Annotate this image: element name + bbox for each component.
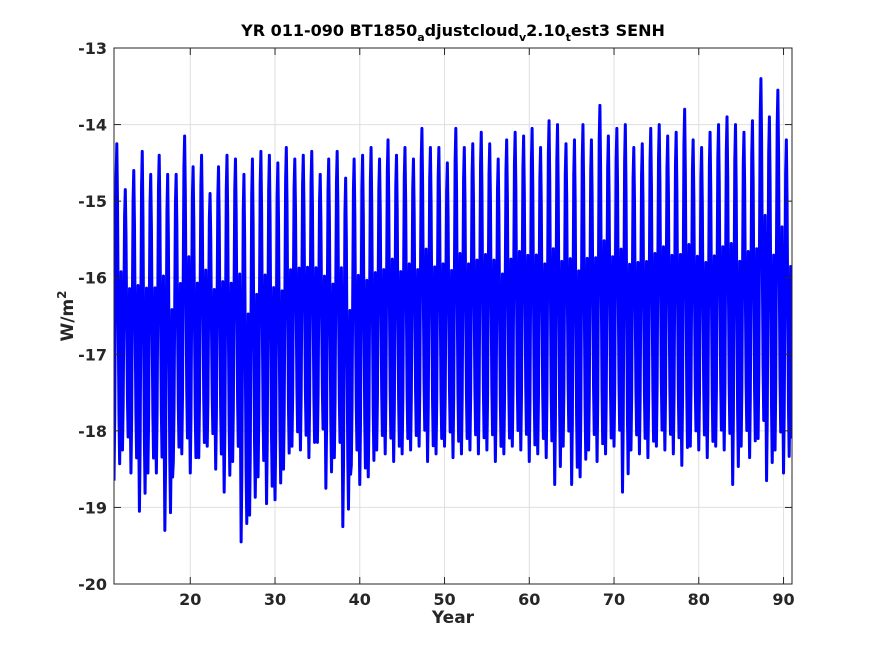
y-tick-label: -13: [78, 39, 107, 58]
x-tick-label: 50: [433, 590, 455, 609]
y-tick-label: -17: [78, 345, 107, 364]
x-axis-title: Year: [431, 608, 475, 628]
chart-title: YR 011-090 BT1850adjustcloudv2.10test3 S…: [240, 21, 665, 44]
y-tick-labels: -20 -19 -18 -17 -16 -15 -14 -13: [78, 39, 107, 594]
plot-frame: [113, 47, 793, 585]
x-tick-label: 30: [264, 590, 286, 609]
y-tick-label: -18: [78, 422, 107, 441]
x-tick-label: 40: [349, 590, 371, 609]
x-tick-label: 20: [179, 590, 201, 609]
y-axis-title: W/m2: [55, 290, 78, 341]
y-tick-label: -15: [78, 192, 107, 211]
y-tick-label: -16: [78, 269, 107, 288]
x-tick-label: 80: [688, 590, 710, 609]
x-tick-label: 90: [772, 590, 794, 609]
x-tick-labels: 20 30 40 50 60 70 80 90: [179, 590, 795, 609]
y-tick-label: -14: [78, 116, 107, 135]
y-tick-label: -20: [78, 575, 107, 594]
tick-marks: [114, 47, 792, 585]
series-line: [114, 77, 792, 544]
series-layer: [114, 77, 792, 544]
y-tick-label: -19: [78, 498, 107, 517]
x-tick-label: 70: [603, 590, 625, 609]
x-tick-label: 60: [518, 590, 540, 609]
